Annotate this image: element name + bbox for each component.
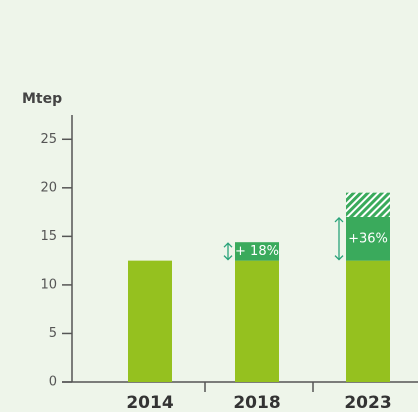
bar-segment (128, 260, 172, 382)
x-tick-label: 2018 (233, 393, 280, 412)
x-tick-label: 2014 (126, 393, 173, 412)
annotation: +36% (348, 231, 388, 246)
bar-segment (235, 242, 279, 261)
x-tick-label: 2023 (344, 393, 391, 412)
y-tick-label: 15 (40, 229, 57, 244)
y-tick-label: 0 (49, 375, 57, 390)
annotation: + 18% (235, 244, 279, 259)
arrow-head (223, 242, 233, 261)
y-axis-label: Mtep (22, 91, 62, 107)
bar-segment (346, 216, 390, 261)
bar-segment (346, 260, 390, 382)
y-tick-label: 20 (40, 180, 57, 195)
bar-segment (235, 260, 279, 382)
bar-segment (346, 192, 390, 217)
arrow-head (334, 217, 344, 261)
y-tick-label: 5 (49, 326, 57, 341)
y-tick-label: 25 (40, 132, 57, 147)
y-tick-label: 10 (40, 277, 57, 292)
